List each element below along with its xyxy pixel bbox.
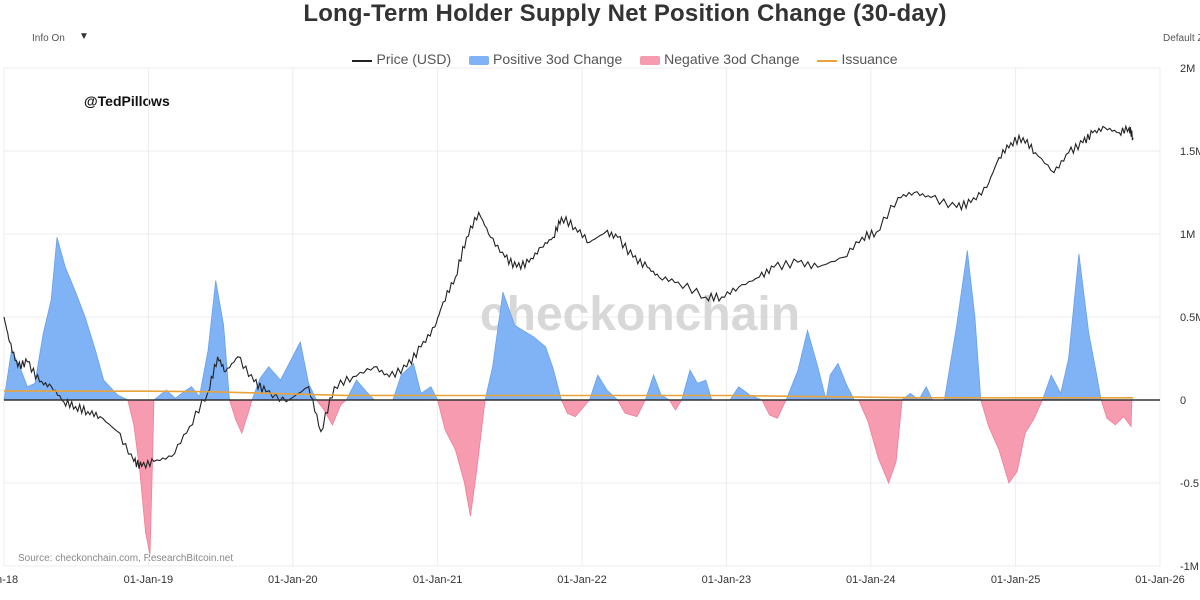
x-tick-label: 01-Jan-20 [268, 574, 318, 586]
default-zoom-button[interactable]: Default Z [1163, 33, 1200, 44]
y-tick-label: -0.5 [1180, 478, 1199, 490]
areas [3, 237, 1133, 555]
x-tick-label: 01-Jan-24 [846, 574, 896, 586]
chart-legend: Price (USD) Positive 3od Change Negative… [0, 50, 1200, 67]
lines [3, 124, 1160, 470]
series-negative-area [127, 399, 1133, 555]
legend-swatch-positive [469, 56, 490, 66]
x-tick-label: 01-Jan-25 [991, 574, 1041, 586]
series-price-line [3, 124, 1134, 470]
legend-label-issuance: Issuance [841, 51, 898, 68]
x-tick-label: 01-Jan-22 [557, 574, 607, 586]
x-tick-label: 01-Jan-23 [702, 574, 752, 586]
legend-item-price[interactable]: Price (USD) [352, 51, 451, 67]
info-toggle[interactable]: Info On [32, 33, 65, 44]
y-axis: 2M 1.5M 1M 0.5M 0 -0.5 -1M [1180, 63, 1200, 573]
x-tick-label: an-18 [0, 574, 18, 586]
legend-item-positive[interactable]: Positive 3od Change [469, 51, 622, 67]
legend-swatch-price [352, 59, 373, 62]
y-tick-label: 1M [1180, 229, 1195, 241]
x-axis: an-18 01-Jan-19 01-Jan-20 01-Jan-21 01-Jan-2… [0, 574, 1185, 586]
series-positive-area [3, 237, 1102, 401]
caret-down-icon[interactable]: ▼ [79, 31, 89, 42]
legend-label-positive: Positive 3od Change [493, 51, 623, 68]
x-tick-label: 01-Jan-26 [1135, 574, 1185, 586]
legend-swatch-negative [640, 56, 661, 66]
y-tick-label: 0.5M [1180, 312, 1200, 324]
x-tick-label: 01-Jan-21 [413, 574, 463, 586]
x-tick-label: 01-Jan-19 [124, 574, 174, 586]
legend-item-issuance[interactable]: Issuance [817, 51, 898, 68]
legend-swatch-issuance [817, 59, 838, 62]
legend-item-negative[interactable]: Negative 3od Change [640, 51, 800, 68]
y-tick-label: -1M [1180, 561, 1199, 573]
watermark: checkonchain [480, 288, 800, 341]
chart-title: Long-Term Holder Supply Net Position Cha… [303, 0, 947, 27]
legend-label-negative: Negative 3od Change [664, 51, 800, 68]
y-tick-label: 0 [1180, 395, 1186, 407]
y-tick-label: 1.5M [1180, 146, 1200, 158]
source-note: Source: checkonchain.com, ResearchBitcoi… [18, 553, 234, 564]
legend-label-price: Price (USD) [376, 51, 452, 68]
series-issuance-line [3, 390, 1134, 399]
y-tick-label: 2M [1180, 63, 1195, 75]
